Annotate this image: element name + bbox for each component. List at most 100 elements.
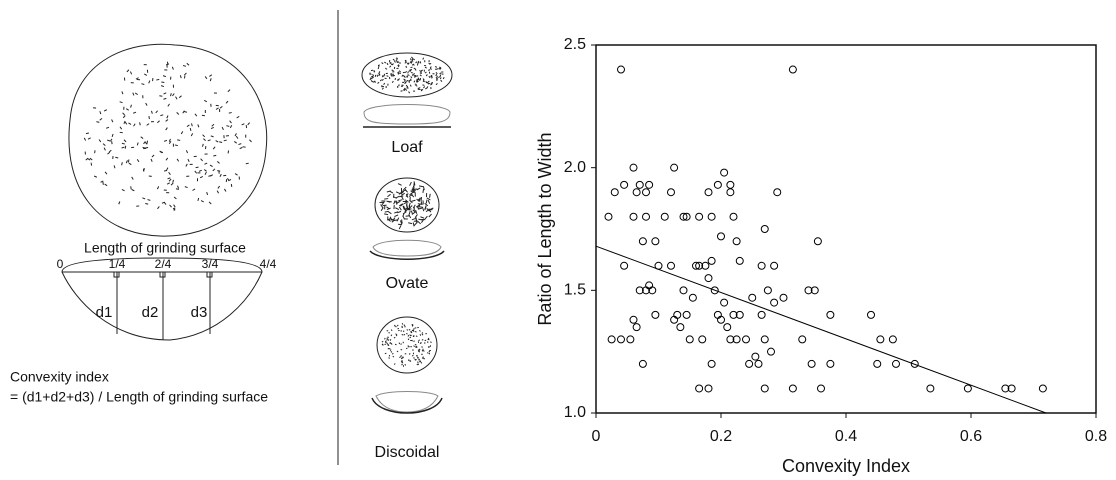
stipple-dot: [216, 161, 220, 164]
ovate-top: [374, 177, 440, 233]
stipple-dot: [176, 112, 180, 115]
stipple-dot: [404, 207, 407, 212]
stipple-dot: [415, 346, 418, 349]
stipple-dot: [429, 62, 432, 65]
data-point: [695, 212, 704, 221]
stipple-dot: [378, 72, 381, 75]
data-point: [760, 335, 769, 344]
stipple-dot: [391, 219, 396, 223]
stipple-dot: [408, 79, 411, 82]
stipple-dot: [426, 86, 429, 89]
stipple-dot: [235, 135, 239, 139]
stipple-dot: [398, 199, 403, 202]
stipple-dot: [148, 80, 151, 84]
stipple-dot: [439, 72, 442, 75]
stipple-dot: [397, 210, 402, 214]
stipple-dot: [429, 207, 434, 211]
stipple-dot: [384, 340, 387, 343]
stipple-dot: [370, 77, 373, 80]
stipple-dot: [176, 158, 180, 162]
data-point: [826, 310, 835, 319]
stipple-dot: [405, 199, 409, 203]
stipple-dot: [372, 73, 375, 77]
stipple-dot: [162, 75, 167, 78]
stipple-dot: [135, 77, 139, 80]
stipple-dot: [397, 60, 399, 63]
stipple-dot: [410, 60, 413, 63]
stipple-dot: [425, 199, 428, 204]
stipple-dot: [171, 66, 174, 70]
stipple-dot: [121, 142, 125, 145]
stipple-dot: [413, 181, 416, 186]
stipple-dot: [390, 73, 394, 76]
stipple-dot: [427, 337, 430, 340]
stipple-dot: [436, 78, 438, 82]
stipple-dot: [139, 122, 141, 126]
stipple-dot: [394, 214, 399, 218]
stipple-dot: [412, 188, 416, 192]
stipple-dot: [377, 81, 380, 84]
data-point: [638, 359, 647, 368]
stipple-dot: [380, 204, 384, 209]
stipple-dot: [209, 78, 212, 82]
stipple-dot: [167, 177, 171, 180]
stipple-dot: [208, 201, 212, 205]
stipple-dot: [409, 192, 414, 196]
stipple-dot: [133, 111, 137, 114]
x-tick-label: 0.8: [1085, 428, 1107, 445]
stipple-dot: [402, 212, 405, 217]
stipple-dot: [123, 120, 126, 124]
x-tick-label: 0: [592, 428, 601, 445]
stipple-dot: [383, 61, 387, 64]
stipple-dot: [182, 110, 185, 114]
stipple-dot: [398, 223, 403, 226]
plot: 0 0.2 0.4 0.6 0.8 1.0 1.5 2.0 2.5: [564, 36, 1107, 445]
stipple-dot: [405, 193, 409, 198]
stipple-dot: [389, 61, 392, 64]
stipple-dot: [203, 169, 207, 172]
stipple-dot: [387, 218, 391, 222]
stipple-dot: [392, 355, 395, 358]
stipple-dot: [398, 342, 401, 345]
stipple-dot: [163, 92, 167, 95]
data-point: [751, 352, 760, 361]
data-point: [735, 256, 744, 265]
stipple-dot: [134, 92, 138, 96]
stipple-dot: [414, 83, 417, 86]
stipple-dot: [415, 84, 418, 87]
stipple-dot: [198, 169, 202, 172]
stipple-dot: [136, 142, 139, 146]
data-point: [910, 359, 919, 368]
stipple-dot: [410, 334, 412, 337]
data-point: [804, 286, 813, 295]
stipple-dot: [155, 110, 158, 114]
data-point: [626, 335, 635, 344]
stipple-dot: [385, 67, 388, 70]
stipple-dot: [384, 198, 389, 200]
stipple-dot: [415, 335, 418, 338]
stipple-dot: [426, 197, 431, 201]
stipple-dot: [124, 145, 127, 149]
stipple-dot: [418, 206, 424, 208]
stipple-dot: [124, 121, 128, 125]
stipple-dot: [136, 159, 140, 163]
stipple-dot: [425, 208, 430, 213]
stipple-dot: [408, 214, 412, 219]
stipple-dot: [413, 80, 416, 83]
stipple-dot: [421, 349, 424, 352]
stipple-dot: [381, 62, 384, 65]
stipple-dot: [411, 339, 413, 342]
stipple-dot: [414, 330, 417, 333]
stipple-dot: [430, 74, 432, 78]
stipple-dot: [425, 80, 428, 84]
data-point: [632, 188, 641, 197]
stipple-dot: [234, 133, 237, 137]
y-tick-label: 2.5: [564, 36, 586, 53]
data-point: [648, 286, 657, 295]
stipple-dot: [389, 65, 392, 68]
stipple-dot: [141, 83, 145, 85]
stipple-dot: [402, 74, 405, 78]
stipple-dot: [398, 70, 401, 73]
stipple-dot: [133, 123, 136, 127]
discoidal-base: [371, 397, 443, 414]
